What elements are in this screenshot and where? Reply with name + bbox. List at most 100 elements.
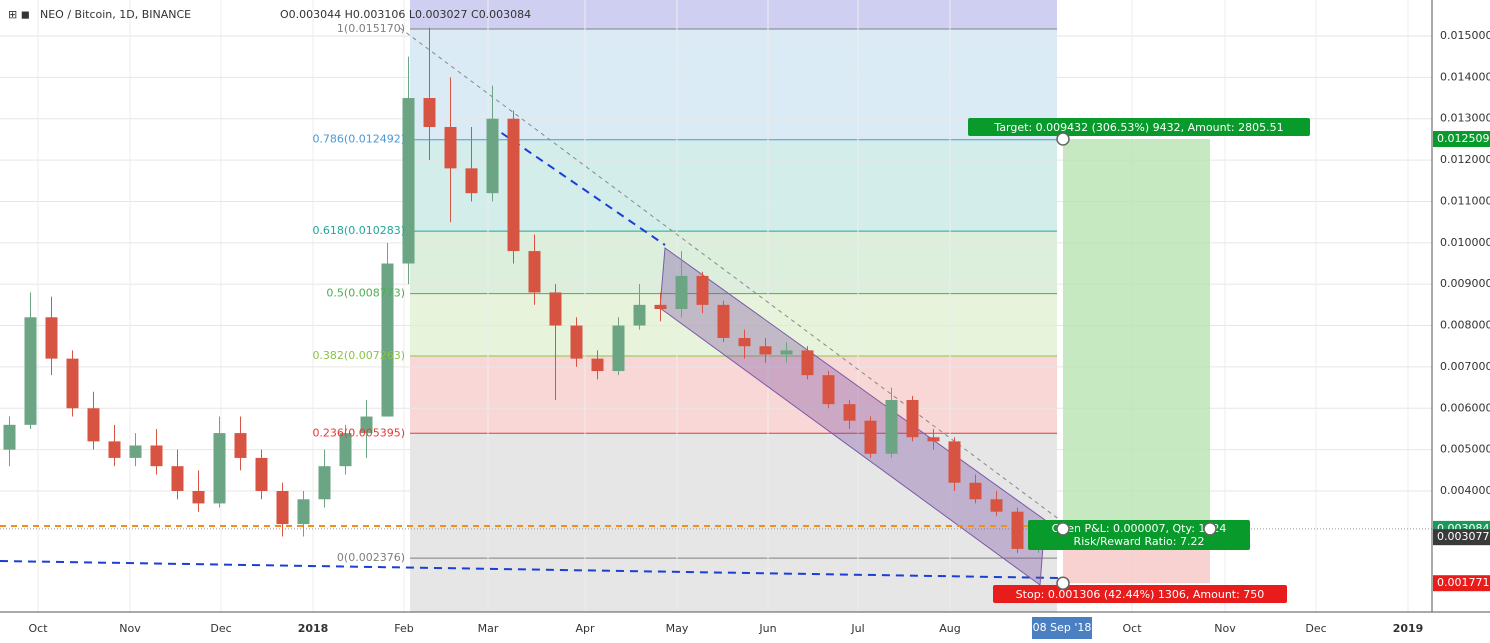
candle-body bbox=[444, 126, 457, 169]
chart-title: NEO / Bitcoin, 1D, BINANCE bbox=[40, 8, 191, 21]
cursor-date-bg bbox=[1032, 617, 1092, 639]
x-tick-label: Nov bbox=[1214, 622, 1236, 635]
fib-label: 0.382(0.007263) bbox=[312, 349, 405, 362]
fib-label: 0(0.002376) bbox=[337, 551, 405, 564]
candle-body bbox=[612, 325, 625, 372]
stop-label: Stop: 0.001306 (42.44%) 1306, Amount: 75… bbox=[1016, 588, 1265, 601]
candle-body bbox=[528, 251, 541, 293]
fib-band bbox=[410, 0, 1057, 29]
candle-body bbox=[24, 317, 37, 425]
fib-label: 0.236(0.005395) bbox=[312, 426, 405, 439]
menu-icon: ⊞ ◼ bbox=[8, 8, 30, 21]
candle-body bbox=[486, 118, 499, 194]
candle-body bbox=[423, 98, 436, 127]
candle-body bbox=[381, 263, 394, 417]
candle-body bbox=[213, 433, 226, 504]
x-tick-label: Jun bbox=[758, 622, 776, 635]
candle-body bbox=[780, 350, 793, 355]
x-tick-label: Dec bbox=[1305, 622, 1326, 635]
candle-body bbox=[759, 346, 772, 355]
x-tick-label: Aug bbox=[939, 622, 960, 635]
candle-body bbox=[360, 416, 373, 434]
ratio-label: Risk/Reward Ratio: 7.22 bbox=[1074, 535, 1205, 548]
candle-body bbox=[171, 466, 184, 492]
candle-body bbox=[633, 304, 646, 326]
x-tick-label: Apr bbox=[575, 622, 595, 635]
candle-body bbox=[465, 168, 478, 194]
labels: 1(0.015170) 0.786(0.012492) 0.618(0.010283… bbox=[28, 22, 1490, 639]
fib-band bbox=[410, 139, 1057, 232]
candles bbox=[3, 27, 1066, 554]
y-tick-label: 0.015000 bbox=[1440, 29, 1490, 42]
y-tick-label: 0.012000 bbox=[1440, 153, 1490, 166]
candle-body bbox=[591, 358, 604, 372]
candle-body bbox=[738, 337, 751, 347]
candle-body bbox=[843, 404, 856, 421]
price-tag-label: 0.003077 bbox=[1437, 530, 1490, 543]
x-tick-label: 2019 bbox=[1393, 622, 1424, 635]
handle bbox=[1056, 522, 1070, 536]
fib-band bbox=[410, 558, 1057, 612]
y-tick-label: 0.010000 bbox=[1440, 236, 1490, 249]
price-tag-label: 0.012509 bbox=[1437, 132, 1490, 145]
candle-body bbox=[864, 420, 877, 454]
candle-body bbox=[129, 445, 142, 458]
fib-label: 0.618(0.010283) bbox=[312, 224, 405, 237]
candle-body bbox=[339, 433, 352, 467]
candle-body bbox=[801, 350, 814, 376]
y-tick-label: 0.007000 bbox=[1440, 360, 1490, 373]
candle-body bbox=[948, 441, 961, 483]
y-tick-label: 0.008000 bbox=[1440, 319, 1490, 332]
target-label-bg bbox=[968, 118, 1310, 136]
candle-body bbox=[654, 304, 667, 309]
x-tick-label: 2018 bbox=[298, 622, 329, 635]
candle-body bbox=[3, 424, 16, 450]
candle-body bbox=[822, 375, 835, 405]
x-tick-label: Oct bbox=[1122, 622, 1142, 635]
x-tick-label: Mar bbox=[478, 622, 499, 635]
candle-body bbox=[234, 433, 247, 458]
stop-label-bg bbox=[993, 585, 1287, 603]
candle-body bbox=[549, 292, 562, 326]
price-tag-label: 0.001771 bbox=[1437, 576, 1490, 589]
fib-label: 0.786(0.012492) bbox=[312, 133, 405, 146]
candle-body bbox=[717, 304, 730, 338]
price-tag bbox=[1433, 131, 1490, 148]
candle-body bbox=[276, 491, 289, 525]
target-label: Target: 0.009432 (306.53%) 9432, Amount:… bbox=[993, 121, 1283, 134]
x-tick-label: May bbox=[666, 622, 689, 635]
y-tick-label: 0.009000 bbox=[1440, 277, 1490, 290]
x-tick-label: Dec bbox=[210, 622, 231, 635]
y-tick-label: 0.006000 bbox=[1440, 401, 1490, 414]
trend-line bbox=[399, 27, 1061, 521]
x-tick-label: Oct bbox=[28, 622, 48, 635]
y-tick-label: 0.005000 bbox=[1440, 443, 1490, 456]
y-tick-label: 0.014000 bbox=[1440, 70, 1490, 83]
x-tick-label: Jul bbox=[850, 622, 864, 635]
candle-body bbox=[885, 400, 898, 454]
candle-body bbox=[45, 317, 58, 359]
y-tick-label: 0.013000 bbox=[1440, 112, 1490, 125]
candle-body bbox=[255, 457, 268, 492]
candle-body bbox=[318, 466, 331, 500]
candle-body bbox=[87, 408, 100, 442]
candle-body bbox=[402, 98, 415, 264]
pnl-bg bbox=[1028, 520, 1250, 550]
candle-body bbox=[108, 441, 121, 458]
price-tag bbox=[1433, 529, 1490, 546]
x-tick-label: Feb bbox=[394, 622, 413, 635]
candle-body bbox=[906, 400, 919, 438]
fib-band bbox=[410, 28, 1057, 140]
candle-body bbox=[192, 491, 205, 504]
support-line bbox=[0, 560, 1061, 579]
candle-body bbox=[570, 325, 583, 359]
handle bbox=[1056, 576, 1070, 590]
candle-body bbox=[675, 275, 688, 309]
candle-body bbox=[507, 118, 520, 252]
candle-body bbox=[1011, 511, 1024, 549]
candle-body bbox=[969, 482, 982, 500]
candle-body bbox=[927, 437, 940, 442]
target-zone bbox=[1063, 139, 1210, 529]
pnl-label: Open P&L: 0.000007, Qty: 1424 bbox=[1052, 522, 1227, 535]
